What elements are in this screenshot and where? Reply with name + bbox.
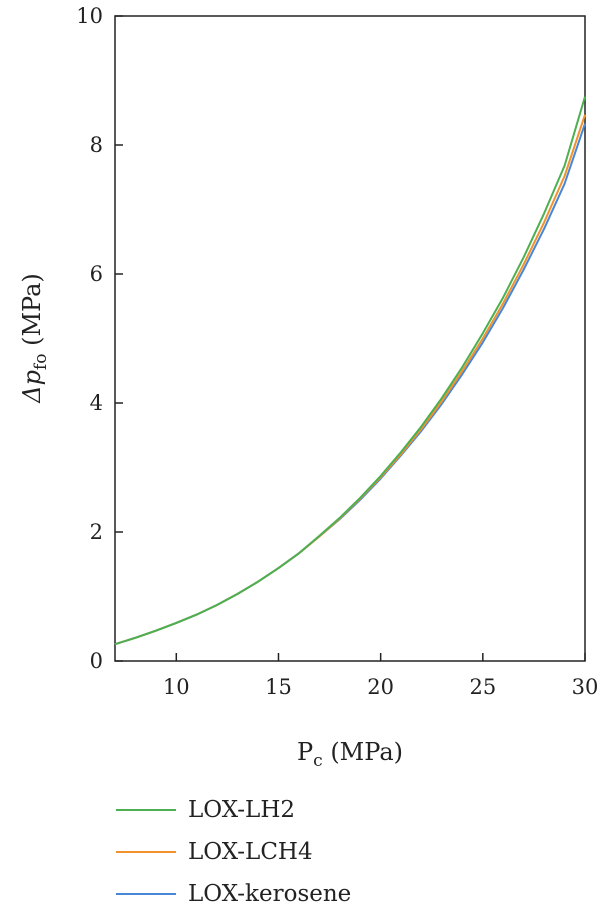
legend-swatch-lox-kerosene <box>116 893 176 895</box>
legend-swatch-lox-lch4 <box>116 851 176 853</box>
y-tick-label: 8 <box>90 133 103 157</box>
y-axis-title-subscript: fo <box>31 354 51 371</box>
y-tick-label: 10 <box>76 4 103 28</box>
x-axis-title-unit: (MPa) <box>323 738 403 766</box>
x-axis-title-subscript: c <box>313 751 323 771</box>
series-layer <box>114 96 586 646</box>
y-tick-label: 0 <box>90 649 103 673</box>
x-tick-label: 25 <box>469 675 496 699</box>
y-axis-title-unit: (MPa) <box>18 273 46 353</box>
legend-label-lox-kerosene: LOX-kerosene <box>188 881 352 907</box>
plot-frame <box>114 15 586 662</box>
y-axis-title: Δpfo (MPa) <box>18 273 51 404</box>
legend-item-lox-kerosene: LOX-kerosene <box>116 874 351 914</box>
series-line-lox-lh2 <box>114 96 586 646</box>
x-tick-label: 10 <box>163 675 190 699</box>
x-tick-label: 15 <box>265 675 292 699</box>
x-tick-label: 20 <box>367 675 394 699</box>
x-axis-title: Pc (MPa) <box>297 738 403 771</box>
x-axis-title-main: P <box>297 738 313 766</box>
y-axis-ticks: 0 2 4 6 8 10 <box>76 4 123 673</box>
y-tick-label: 2 <box>90 520 103 544</box>
legend-item-lox-lh2: LOX-LH2 <box>116 790 295 830</box>
y-axis-title-main: Δp <box>18 370 46 404</box>
legend-swatch-lox-lh2 <box>116 809 176 811</box>
y-tick-label: 6 <box>90 262 103 286</box>
legend-item-lox-lch4: LOX-LCH4 <box>116 832 313 872</box>
legend-label-lox-lh2: LOX-LH2 <box>188 797 296 823</box>
x-tick-label: 30 <box>572 675 599 699</box>
x-axis-ticks: 10 15 20 25 30 <box>163 653 598 699</box>
series-line-lox-lch4 <box>114 114 586 646</box>
legend-label-lox-lch4: LOX-LCH4 <box>188 839 313 865</box>
legend: LOX-LH2 LOX-LCH4 LOX-kerosene <box>116 790 586 918</box>
y-tick-label: 4 <box>90 391 103 415</box>
series-line-lox-kerosene <box>114 123 586 646</box>
line-chart: 10 15 20 25 30 0 2 4 6 8 10 Pc (MPa) Δpfo (MPa) <box>18 4 598 771</box>
